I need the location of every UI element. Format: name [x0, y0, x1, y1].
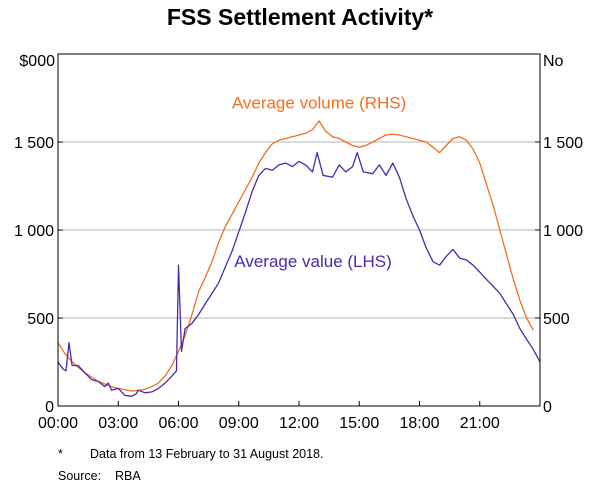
y-tick-label-left: 1 000	[14, 223, 54, 240]
footnote-marker: *	[58, 447, 63, 461]
x-tick-label: 03:00	[98, 415, 138, 432]
x-tick-label: 18:00	[399, 415, 439, 432]
y-tick-label-left: 0	[45, 399, 54, 416]
y-tick-label-right: 1 500	[543, 135, 583, 152]
y-tick-label-right: 500	[543, 311, 570, 328]
x-ticks: 00:00 03:00 06:00 09:00 12:00 15:00 18:00 21:00	[38, 401, 500, 432]
x-tick-label: 09:00	[219, 415, 259, 432]
series-layer	[57, 120, 541, 397]
y-tick-label-right: 0	[543, 399, 552, 416]
y-tick-label-left: 500	[27, 311, 54, 328]
x-tick-label: 06:00	[158, 415, 198, 432]
series-line-average-volume	[57, 120, 534, 392]
left-axis-unit: $000	[19, 53, 55, 70]
annotation-average-volume: Average volume (RHS)	[232, 94, 406, 113]
series-line-average-value	[57, 151, 541, 397]
x-tick-label: 15:00	[339, 415, 379, 432]
gridlines	[58, 141, 540, 319]
annotations: Average volume (RHS) Average value (LHS)	[232, 94, 406, 271]
source-text: RBA	[115, 469, 141, 483]
y-tick-label-left: 1 500	[14, 135, 54, 152]
y-ticks-left: 0 500 1 000 1 500	[14, 135, 63, 416]
x-tick-label: 00:00	[38, 415, 78, 432]
right-axis-unit: No	[543, 53, 564, 70]
footnote-text: Data from 13 February to 31 August 2018.	[90, 447, 324, 461]
chart-title: FSS Settlement Activity*	[166, 4, 434, 30]
source-label: Source:	[58, 469, 102, 483]
y-ticks-right: 0 500 1 000 1 500	[535, 135, 583, 416]
annotation-average-value: Average value (LHS)	[234, 252, 392, 271]
footnote: * Data from 13 February to 31 August 2018…	[58, 447, 323, 461]
y-tick-label-right: 1 000	[543, 223, 583, 240]
source-note: Source: RBA	[58, 469, 141, 483]
x-tick-label: 12:00	[279, 415, 319, 432]
x-tick-label: 21:00	[460, 415, 500, 432]
